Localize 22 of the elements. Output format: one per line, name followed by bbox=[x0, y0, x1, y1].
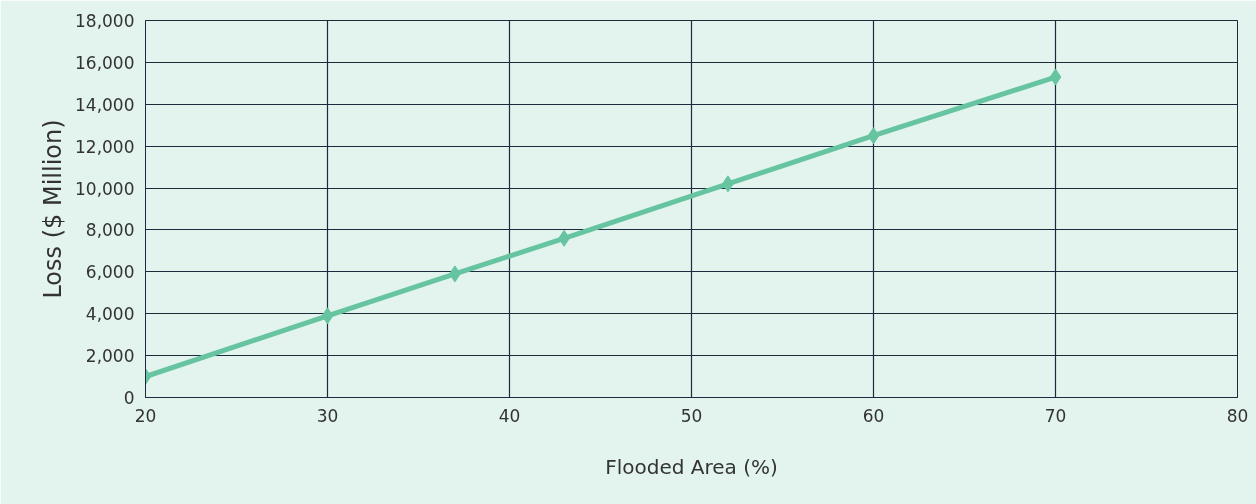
x-tick-label: 50 bbox=[680, 405, 703, 426]
x-axis-title: Flooded Area (%) bbox=[605, 454, 778, 479]
point bbox=[867, 127, 880, 145]
y-tick-label: 0 bbox=[123, 388, 135, 408]
y-tick-label: 14,000 bbox=[75, 94, 135, 115]
x-tick-label: 80 bbox=[1226, 405, 1249, 426]
y-tick-label: 4,000 bbox=[85, 304, 135, 325]
y-tick-label: 16,000 bbox=[75, 52, 135, 73]
x-tick-label: 70 bbox=[1044, 405, 1067, 426]
y-tick-label: 6,000 bbox=[85, 262, 135, 283]
y-tick-label: 2,000 bbox=[85, 346, 135, 367]
y-tick-label: 10,000 bbox=[75, 178, 135, 199]
y-tick-label: 18,000 bbox=[75, 11, 135, 31]
y-axis-title: Loss ($ Million) bbox=[39, 119, 68, 299]
y-tick-label: 12,000 bbox=[75, 136, 135, 157]
x-tick-label: 60 bbox=[862, 405, 885, 426]
x-tick-label: 30 bbox=[316, 405, 339, 426]
y-tick-label: 8,000 bbox=[85, 220, 135, 241]
point bbox=[321, 307, 334, 325]
x-tick-label: 40 bbox=[498, 405, 521, 426]
x-tick-label: 20 bbox=[134, 405, 157, 426]
point bbox=[1049, 68, 1062, 86]
